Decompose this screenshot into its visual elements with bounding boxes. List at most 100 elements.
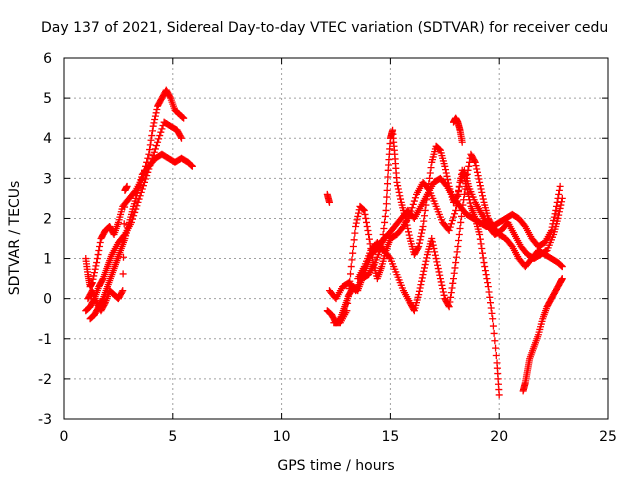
- data-point: [433, 258, 441, 266]
- data-point: [410, 197, 418, 205]
- data-point: [457, 212, 465, 220]
- data-point: [436, 271, 444, 279]
- data-point: [555, 211, 563, 219]
- data-point: [142, 175, 150, 183]
- series-group: [325, 126, 503, 399]
- data-point: [483, 275, 491, 283]
- data-point: [92, 262, 100, 270]
- data-point: [421, 261, 429, 269]
- data-point: [556, 204, 564, 212]
- data-point: [187, 161, 195, 169]
- x-tick-label: 10: [273, 429, 291, 445]
- data-point: [475, 175, 483, 183]
- data-point: [93, 259, 101, 267]
- data-point: [446, 298, 454, 306]
- data-point: [90, 272, 98, 280]
- data-point: [363, 222, 371, 230]
- data-point: [179, 113, 187, 121]
- series-group: [450, 114, 466, 146]
- data-point: [344, 292, 352, 300]
- data-point: [479, 192, 487, 200]
- data-point: [460, 190, 468, 198]
- data-point: [404, 224, 412, 232]
- data-point: [352, 222, 360, 230]
- data-point: [447, 220, 455, 228]
- data-point: [150, 148, 158, 156]
- data-point: [153, 105, 161, 113]
- data-point: [420, 264, 428, 272]
- data-point: [93, 255, 101, 263]
- data-point: [553, 198, 561, 206]
- data-point: [448, 216, 456, 224]
- grid-lines: [64, 58, 608, 419]
- data-point: [477, 185, 485, 193]
- data-point: [491, 337, 499, 345]
- data-point: [352, 219, 360, 227]
- data-point: [177, 133, 185, 141]
- data-point: [410, 305, 418, 313]
- data-point: [479, 254, 487, 262]
- data-point: [383, 193, 391, 201]
- data-point: [96, 239, 104, 247]
- data-point: [440, 291, 448, 299]
- data-point: [344, 299, 352, 307]
- data-point: [552, 206, 560, 214]
- data-point: [351, 229, 359, 237]
- data-point: [484, 279, 492, 287]
- data-point: [178, 113, 186, 121]
- data-point: [437, 278, 445, 286]
- data-point: [428, 235, 436, 242]
- y-tick-label: -2: [38, 372, 52, 388]
- data-point: [444, 176, 452, 184]
- data-point: [393, 178, 401, 186]
- data-point: [554, 214, 562, 222]
- data-point: [473, 168, 481, 176]
- data-point: [427, 164, 435, 172]
- data-point: [558, 198, 566, 206]
- data-point: [360, 206, 368, 214]
- data-point: [382, 200, 390, 208]
- data-point: [94, 251, 102, 259]
- plot-frame: [63, 57, 609, 420]
- data-point: [443, 172, 451, 180]
- data-point: [415, 291, 423, 299]
- data-point: [415, 287, 423, 295]
- data-point: [458, 206, 466, 214]
- data-point: [379, 230, 387, 238]
- data-point: [348, 256, 356, 264]
- data-point: [452, 253, 460, 261]
- data-point: [478, 245, 486, 253]
- data-point: [492, 344, 500, 352]
- data-point: [405, 228, 413, 236]
- data-point: [383, 180, 391, 188]
- data-point: [478, 188, 486, 196]
- data-point: [490, 329, 498, 337]
- data-point: [157, 128, 165, 136]
- data-point: [88, 279, 96, 287]
- data-point: [383, 186, 391, 194]
- y-tick-label: 1: [43, 252, 52, 268]
- data-point: [119, 287, 127, 295]
- data-point: [145, 150, 153, 158]
- data-point: [394, 185, 402, 193]
- data-point: [453, 248, 461, 256]
- x-axis-label: GPS time / hours: [277, 458, 394, 474]
- data-point: [325, 198, 333, 206]
- data-point: [385, 253, 393, 261]
- data-point: [415, 239, 423, 247]
- data-point: [439, 285, 447, 293]
- data-point: [378, 237, 386, 245]
- y-tick-label: 4: [43, 131, 52, 147]
- data-point: [98, 276, 106, 284]
- data-point: [418, 274, 426, 282]
- data-point: [381, 218, 389, 226]
- data-point: [95, 247, 103, 255]
- data-point: [438, 281, 446, 289]
- data-point: [139, 182, 147, 190]
- data-point: [455, 237, 463, 245]
- data-point: [551, 210, 559, 218]
- data-point: [382, 206, 390, 214]
- data-point: [416, 284, 424, 292]
- data-point: [421, 206, 429, 214]
